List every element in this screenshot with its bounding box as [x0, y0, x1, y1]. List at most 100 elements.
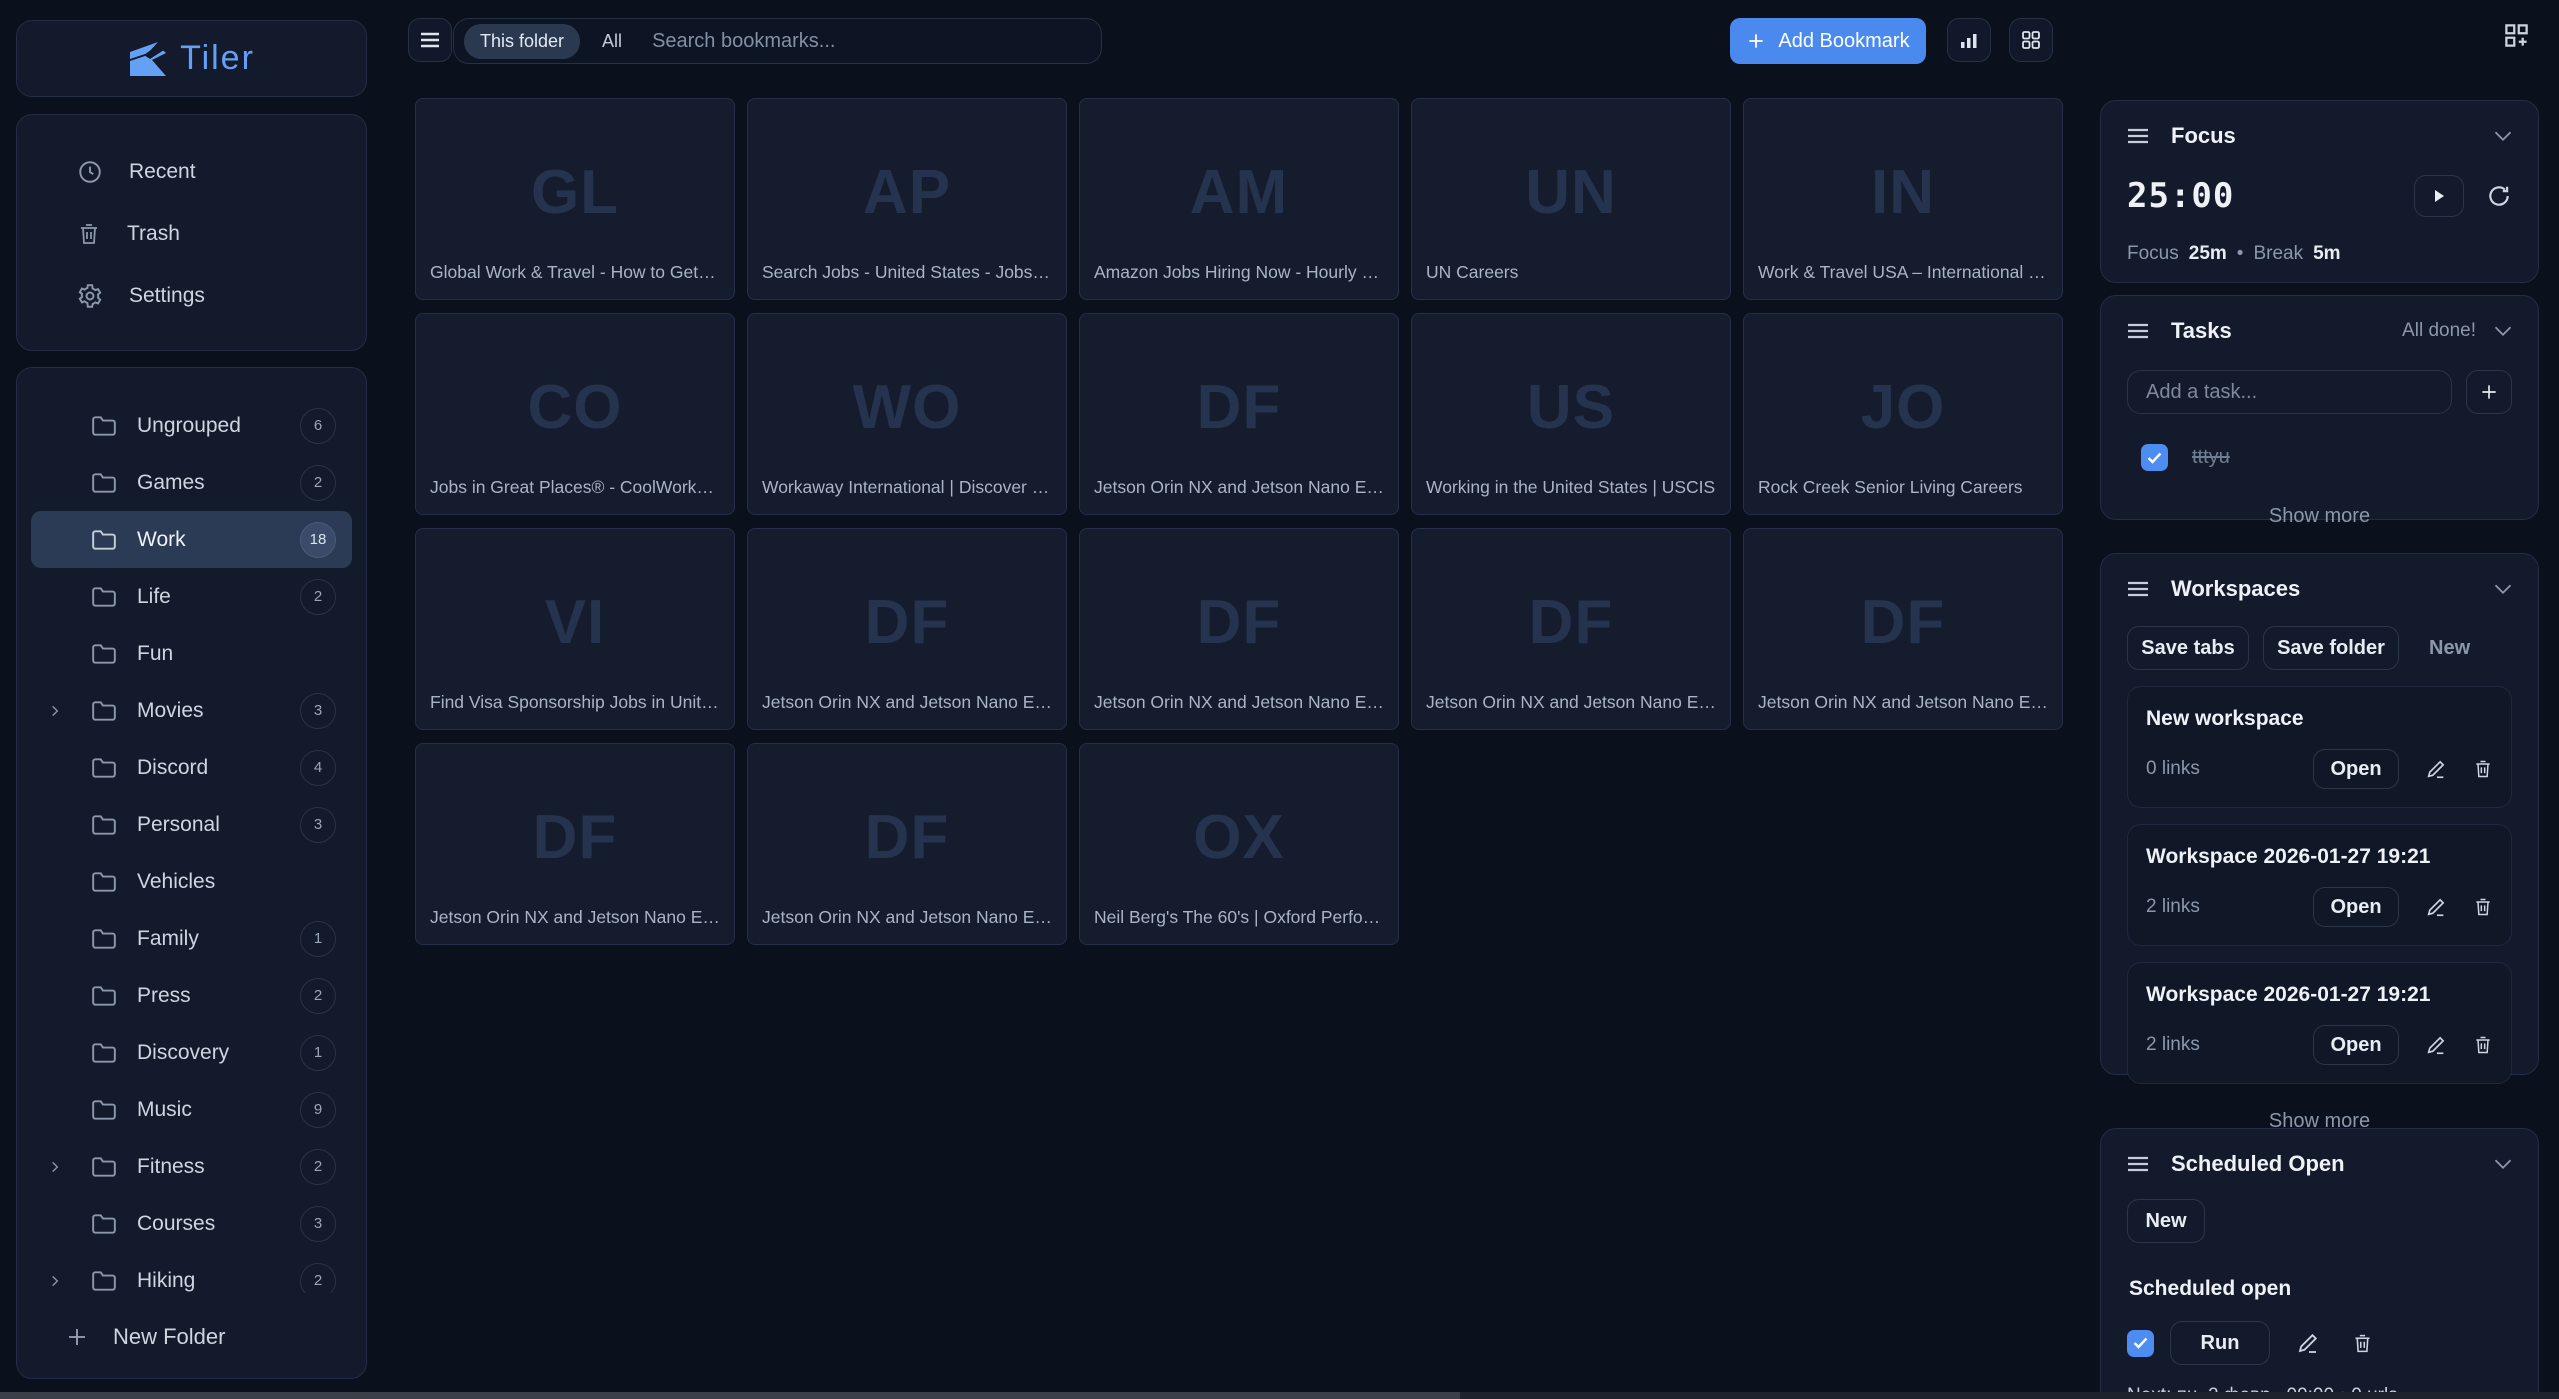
- sidebar-folders: Ungrouped 6 Games 2 Work 18 Life 2: [16, 367, 367, 1379]
- panel-title: Scheduled Open: [2171, 1151, 2345, 1176]
- chevron-down-icon[interactable]: [2494, 130, 2512, 142]
- add-widget-button[interactable]: [2503, 22, 2530, 49]
- bookmark-card[interactable]: DF Jetson Orin NX and Jetson Nano Exp...: [415, 743, 735, 945]
- folder-icon: [91, 928, 117, 950]
- chevron-down-icon[interactable]: [2494, 325, 2512, 337]
- add-task-button[interactable]: [2466, 370, 2512, 414]
- edit-workspace-button[interactable]: [2425, 758, 2447, 780]
- bookmark-card[interactable]: DF Jetson Orin NX and Jetson Nano Exp...: [1079, 313, 1399, 515]
- filter-this-folder-button[interactable]: This folder: [464, 23, 581, 59]
- edit-workspace-button[interactable]: [2425, 1034, 2447, 1056]
- folder-item-personal[interactable]: Personal 3: [31, 796, 352, 853]
- delete-workspace-button[interactable]: [2473, 1034, 2493, 1056]
- horizontal-scrollbar-thumb[interactable]: [0, 1392, 1460, 1399]
- folder-item-discord[interactable]: Discord 4: [31, 739, 352, 796]
- folder-item-hiking[interactable]: Hiking 2: [31, 1252, 352, 1293]
- folder-icon: [91, 472, 117, 494]
- sidebar-item-trash[interactable]: Trash: [17, 203, 366, 265]
- schedule-checkbox[interactable]: [2127, 1329, 2154, 1357]
- bookmark-card[interactable]: DF Jetson Orin NX and Jetson Nano Exp...: [747, 743, 1067, 945]
- folder-item-movies[interactable]: Movies 3: [31, 682, 352, 739]
- trash-icon: [2473, 896, 2493, 918]
- schedule-item-name: Scheduled open: [2129, 1277, 2292, 1300]
- delete-workspace-button[interactable]: [2473, 758, 2493, 780]
- reset-button[interactable]: [2486, 183, 2512, 209]
- folder-item-life[interactable]: Life 2: [31, 568, 352, 625]
- folder-item-vehicles[interactable]: Vehicles: [31, 853, 352, 910]
- sidebar-item-settings[interactable]: Settings: [17, 265, 366, 327]
- folder-item-discovery[interactable]: Discovery 1: [31, 1024, 352, 1081]
- tasks-status: All done!: [2402, 320, 2476, 341]
- bookmark-card[interactable]: US Working in the United States | USCIS: [1411, 313, 1731, 515]
- add-task-input[interactable]: [2127, 370, 2452, 414]
- folder-item-fitness[interactable]: Fitness 2: [31, 1138, 352, 1195]
- open-workspace-button[interactable]: Open: [2313, 887, 2399, 927]
- task-checkbox[interactable]: [2141, 444, 2168, 471]
- new-workspace-button[interactable]: New: [2429, 636, 2471, 659]
- drag-handle-icon[interactable]: [2127, 581, 2149, 597]
- trash-icon: [2352, 1332, 2373, 1355]
- grid-view-button[interactable]: [2009, 18, 2053, 62]
- edit-schedule-button[interactable]: [2296, 1331, 2320, 1355]
- folder-item-music[interactable]: Music 9: [31, 1081, 352, 1138]
- bookmark-card[interactable]: CO Jobs in Great Places® - CoolWorks.c...: [415, 313, 735, 515]
- stats-button[interactable]: [1947, 18, 1991, 62]
- new-folder-button[interactable]: New Folder: [17, 1293, 366, 1378]
- bookmark-card[interactable]: OX Neil Berg's The 60's | Oxford Perform.…: [1079, 743, 1399, 945]
- chevron-down-icon[interactable]: [2494, 583, 2512, 595]
- bookmark-card[interactable]: GL Global Work & Travel - How to Get a...: [415, 98, 735, 300]
- chevron-down-icon[interactable]: [2494, 1158, 2512, 1170]
- edit-workspace-button[interactable]: [2425, 896, 2447, 918]
- bookmark-card[interactable]: VI Find Visa Sponsorship Jobs in United..…: [415, 528, 735, 730]
- tasks-show-more[interactable]: Show more: [2268, 505, 2371, 527]
- bookmark-card[interactable]: IN Work & Travel USA – International St..…: [1743, 98, 2063, 300]
- workspaces-show-more[interactable]: Show more: [2268, 1110, 2371, 1132]
- folder-item-work[interactable]: Work 18: [31, 511, 352, 568]
- focus-panel: Focus 25:00 Focus 25m • Break 5m: [2100, 100, 2539, 283]
- bookmark-card[interactable]: WO Workaway International | Discover U...: [747, 313, 1067, 515]
- drag-handle-icon[interactable]: [2127, 128, 2149, 144]
- open-workspace-button[interactable]: Open: [2313, 1025, 2399, 1065]
- folder-icon: [91, 586, 117, 608]
- bookmark-card[interactable]: UN UN Careers: [1411, 98, 1731, 300]
- pencil-icon: [2296, 1331, 2320, 1355]
- bookmark-card[interactable]: DF Jetson Orin NX and Jetson Nano Exp...: [747, 528, 1067, 730]
- save-folder-button[interactable]: Save folder: [2263, 626, 2399, 670]
- sidebar-item-recent[interactable]: Recent: [17, 141, 366, 203]
- folder-count-badge: 2: [300, 1262, 336, 1293]
- delete-schedule-button[interactable]: [2352, 1332, 2373, 1355]
- chevron-right-icon[interactable]: [43, 704, 67, 718]
- bookmark-card[interactable]: AP Search Jobs - United States - Jobs - .…: [747, 98, 1067, 300]
- play-icon: [2432, 189, 2446, 203]
- bookmark-card[interactable]: JO Rock Creek Senior Living Careers: [1743, 313, 2063, 515]
- chevron-right-icon[interactable]: [43, 1274, 67, 1288]
- folder-icon: [91, 415, 117, 437]
- filter-all-button[interactable]: All: [596, 30, 628, 53]
- delete-workspace-button[interactable]: [2473, 896, 2493, 918]
- pencil-icon: [2425, 896, 2447, 918]
- bookmark-card[interactable]: DF Jetson Orin NX and Jetson Nano Exp...: [1411, 528, 1731, 730]
- bookmark-card[interactable]: AM Amazon Jobs Hiring Now - Hourly &...: [1079, 98, 1399, 300]
- play-button[interactable]: [2414, 175, 2464, 217]
- folder-item-fun[interactable]: Fun: [31, 625, 352, 682]
- bookmark-card[interactable]: DF Jetson Orin NX and Jetson Nano Exp...: [1743, 528, 2063, 730]
- add-bookmark-button[interactable]: Add Bookmark: [1730, 18, 1926, 64]
- folder-item-ungrouped[interactable]: Ungrouped 6: [31, 397, 352, 454]
- folder-item-press[interactable]: Press 2: [31, 967, 352, 1024]
- save-tabs-button[interactable]: Save tabs: [2127, 626, 2249, 670]
- folder-item-courses[interactable]: Courses 3: [31, 1195, 352, 1252]
- chevron-right-icon[interactable]: [43, 1160, 67, 1174]
- folder-icon: [91, 1270, 117, 1292]
- drag-handle-icon[interactable]: [2127, 323, 2149, 339]
- new-schedule-button[interactable]: New: [2127, 1199, 2205, 1243]
- schedule-item-controls: Run: [2127, 1321, 2512, 1365]
- folder-item-family[interactable]: Family 1: [31, 910, 352, 967]
- open-workspace-button[interactable]: Open: [2313, 749, 2399, 789]
- search-input[interactable]: [650, 28, 1101, 54]
- gear-icon: [77, 283, 103, 309]
- drag-handle-icon[interactable]: [2127, 1156, 2149, 1172]
- bookmark-card[interactable]: DF Jetson Orin NX and Jetson Nano Exp...: [1079, 528, 1399, 730]
- run-schedule-button[interactable]: Run: [2170, 1321, 2270, 1365]
- folder-item-games[interactable]: Games 2: [31, 454, 352, 511]
- menu-button[interactable]: [408, 18, 452, 62]
